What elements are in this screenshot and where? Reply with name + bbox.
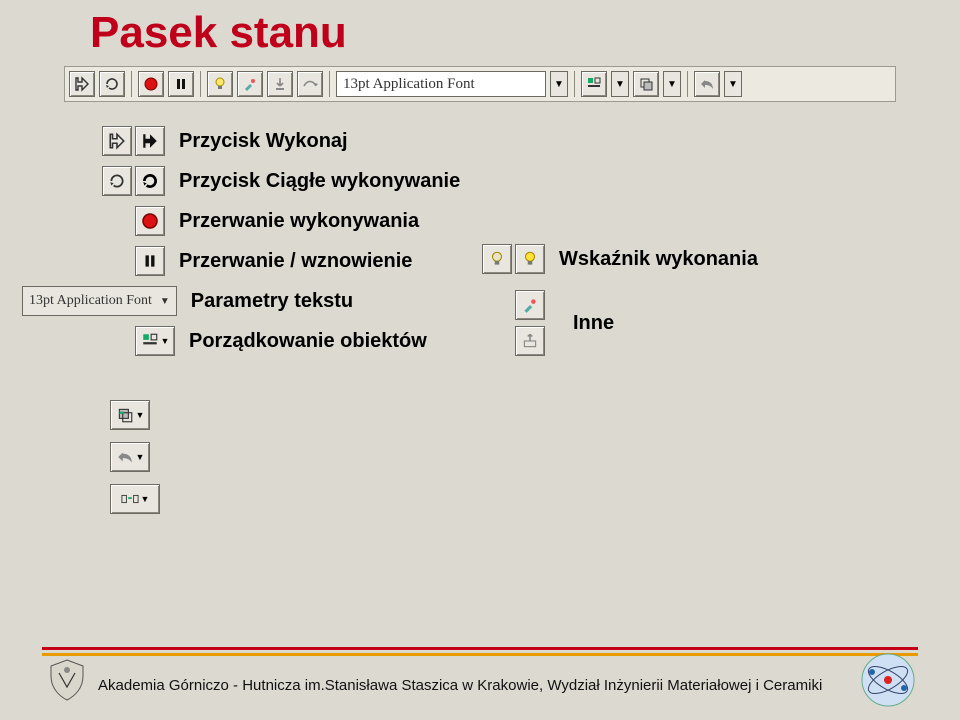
reorder-front-icon[interactable]: ▼ (110, 400, 150, 430)
status-toolbar: 13pt Application Font ▼ ▼ ▼ ▼ (64, 66, 896, 102)
run-continuous-icon[interactable] (99, 71, 125, 97)
left-button-stack: ▼ ▼ ▼ (110, 400, 160, 514)
align-dropdown-icon[interactable]: ▼ (611, 71, 629, 97)
font-sample-text: 13pt Application Font (29, 293, 152, 309)
undo-dropdown-icon[interactable]: ▼ (724, 71, 742, 97)
atom-icon (860, 652, 916, 708)
label-run: Przycisk Wykonaj (179, 130, 348, 153)
label-indicator: Wskaźnik wykonania (559, 248, 758, 271)
font-display[interactable]: 13pt Application Font (336, 71, 546, 97)
right-column: Wskaźnik wykonania Inne (482, 244, 902, 368)
align-tool-icon[interactable]: ▼ (135, 326, 175, 356)
pause-icon[interactable] (168, 71, 194, 97)
probe-icon[interactable] (237, 71, 263, 97)
bulb-icon[interactable] (207, 71, 233, 97)
pause-icon[interactable] (135, 246, 165, 276)
step-over-icon[interactable] (297, 71, 323, 97)
label-abort: Przerwanie wykonywania (179, 210, 419, 233)
reorder-icon[interactable] (633, 71, 659, 97)
label-runcont: Przycisk Ciągłe wykonywanie (179, 170, 460, 193)
footer-text: Akademia Górniczo - Hutnicza im.Stanisła… (98, 677, 822, 694)
abort-icon[interactable] (135, 206, 165, 236)
legend-rows: Przycisk Wykonaj Przycisk Ciągłe wykonyw… (102, 126, 482, 366)
run-continuous-active-icon[interactable] (135, 166, 165, 196)
run-arrow-icon[interactable] (69, 71, 95, 97)
reorder-dropdown-icon[interactable]: ▼ (663, 71, 681, 97)
undo-icon[interactable] (694, 71, 720, 97)
step-out-icon[interactable] (515, 326, 545, 356)
step-into-icon[interactable] (267, 71, 293, 97)
run-arrow-active-icon[interactable] (135, 126, 165, 156)
label-reorder: Porządkowanie obiektów (189, 330, 427, 353)
label-other: Inne (573, 312, 614, 335)
font-sample-box[interactable]: 13pt Application Font ▼ (22, 286, 177, 316)
crest-icon (44, 658, 90, 704)
bulb-on-icon[interactable] (515, 244, 545, 274)
distribute-tool-icon[interactable]: ▼ (110, 484, 160, 514)
bulb-off-icon[interactable] (482, 244, 512, 274)
probe-icon[interactable] (515, 290, 545, 320)
footer-divider (42, 647, 918, 656)
font-dropdown-icon[interactable]: ▼ (550, 71, 568, 97)
undo-tool-icon[interactable]: ▼ (110, 442, 150, 472)
run-continuous-icon[interactable] (102, 166, 132, 196)
align-icon[interactable] (581, 71, 607, 97)
page-title: Pasek stanu (90, 8, 347, 58)
run-arrow-icon[interactable] (102, 126, 132, 156)
abort-icon[interactable] (138, 71, 164, 97)
label-pause: Przerwanie / wznowienie (179, 250, 412, 273)
label-textparams: Parametry tekstu (191, 290, 353, 313)
